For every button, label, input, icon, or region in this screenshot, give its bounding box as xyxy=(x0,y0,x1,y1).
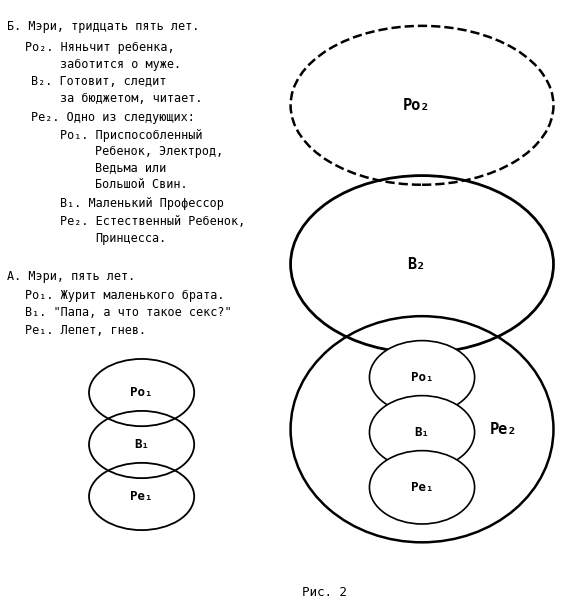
Text: Ре₁. Лепет, гнев.: Ре₁. Лепет, гнев. xyxy=(25,324,146,337)
Text: В₂. Готовит, следит: В₂. Готовит, следит xyxy=(31,76,166,88)
Text: Ре₂. Естественный Ребенок,: Ре₂. Естественный Ребенок, xyxy=(60,216,245,228)
Text: заботится о муже.: заботится о муже. xyxy=(60,58,181,71)
Text: Ре₂: Ре₂ xyxy=(490,422,518,437)
Text: Ро₂. Няньчит ребенка,: Ро₂. Няньчит ребенка, xyxy=(25,41,174,54)
Text: В₁. Маленький Профессор: В₁. Маленький Профессор xyxy=(60,197,224,210)
Text: Ро₁. Приспособленный: Ро₁. Приспособленный xyxy=(60,128,203,141)
Ellipse shape xyxy=(369,341,475,414)
Ellipse shape xyxy=(369,395,475,469)
Text: Ро₁: Ро₁ xyxy=(130,386,153,399)
Ellipse shape xyxy=(369,451,475,524)
Text: В₁: В₁ xyxy=(134,438,149,451)
Text: Ре₁: Ре₁ xyxy=(411,481,433,494)
Text: Б. Мэри, тридцать пять лет.: Б. Мэри, тридцать пять лет. xyxy=(7,20,200,33)
Text: Рис. 2: Рис. 2 xyxy=(302,586,348,599)
Text: Ре₂. Одно из следующих:: Ре₂. Одно из следующих: xyxy=(31,111,194,124)
Text: Ро₂: Ро₂ xyxy=(403,98,430,113)
Text: В₂: В₂ xyxy=(407,257,426,272)
Text: В₁. "Папа, а что такое секс?": В₁. "Папа, а что такое секс?" xyxy=(25,306,231,319)
Text: Ребенок, Электрод,: Ребенок, Электрод, xyxy=(95,145,223,158)
Text: Ро₁: Ро₁ xyxy=(411,371,433,384)
Text: за бюджетом, читает.: за бюджетом, читает. xyxy=(60,92,203,105)
Text: Ро₁. Журит маленького брата.: Ро₁. Журит маленького брата. xyxy=(25,289,224,301)
Text: В₁: В₁ xyxy=(414,426,430,439)
Text: Ре₁: Ре₁ xyxy=(130,490,153,503)
Text: Большой Свин.: Большой Свин. xyxy=(95,178,187,191)
Text: А. Мэри, пять лет.: А. Мэри, пять лет. xyxy=(7,270,136,282)
Text: Принцесса.: Принцесса. xyxy=(95,233,166,246)
Text: Ведьма или: Ведьма или xyxy=(95,161,166,174)
